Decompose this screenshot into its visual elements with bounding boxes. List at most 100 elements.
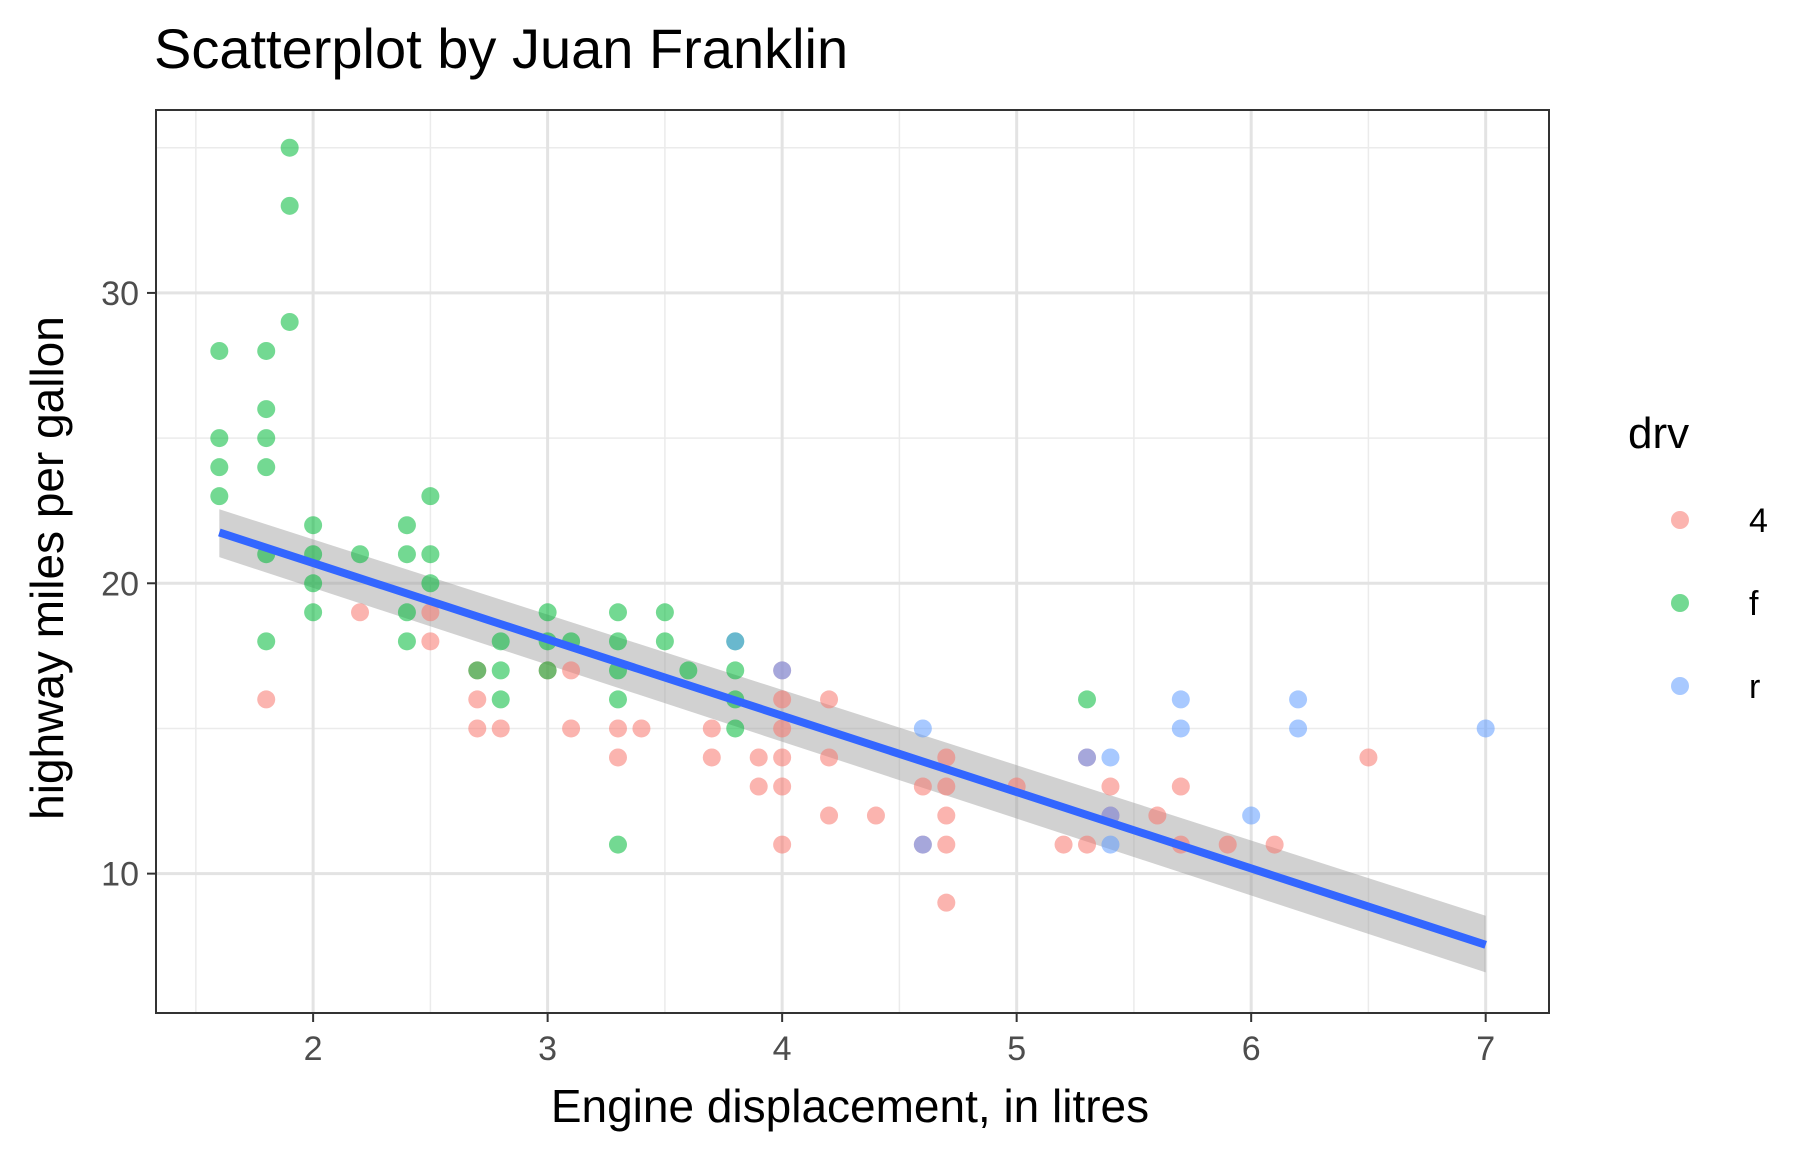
- major-gridlines: [156, 110, 1549, 1013]
- data-point-f: [397, 603, 416, 622]
- y-axis-title: highway miles per gallon: [21, 316, 73, 820]
- x-tick-label: 7: [1476, 1030, 1495, 1068]
- data-point-4: [1265, 835, 1284, 854]
- data-point-4: [1148, 806, 1167, 825]
- data-point-4: [257, 690, 276, 709]
- data-point-4: [866, 806, 885, 825]
- data-point-4: [749, 748, 768, 767]
- data-point-f: [397, 516, 416, 535]
- x-tick-label: 3: [538, 1030, 557, 1068]
- x-axis-ticks: 2 3 4 5 6 7: [304, 1013, 1495, 1068]
- data-point-r: [1476, 719, 1495, 738]
- data-point-f: [491, 661, 510, 680]
- legend-key-4: [1671, 511, 1689, 529]
- data-point-f: [257, 458, 276, 477]
- data-point-f: [421, 487, 440, 506]
- data-point-f: [304, 603, 323, 622]
- data-point-4: [1171, 777, 1190, 796]
- data-point-f: [304, 574, 323, 593]
- legend-entries: 4 f r: [1671, 502, 1768, 706]
- data-point-f: [280, 138, 299, 157]
- data-point-4: [421, 603, 440, 622]
- data-point-r: [913, 719, 932, 738]
- data-point-r: [1289, 690, 1308, 709]
- data-point-4: [773, 777, 792, 796]
- data-point-4: [749, 777, 768, 796]
- data-point-4: [702, 719, 721, 738]
- data-point-4: [773, 748, 792, 767]
- data-point-4: [937, 893, 956, 912]
- data-point-f: [397, 545, 416, 564]
- data-point-4: [421, 632, 440, 651]
- data-point-r: [1101, 835, 1120, 854]
- legend-label: f: [1749, 585, 1759, 623]
- data-point-r: [1289, 719, 1308, 738]
- data-point-4: [937, 748, 956, 767]
- y-tick-label: 30: [101, 275, 139, 313]
- data-point-4: [702, 748, 721, 767]
- data-point-4: [937, 806, 956, 825]
- data-point-f: [608, 632, 627, 651]
- data-point-r: [1171, 719, 1190, 738]
- data-point-r: [726, 632, 745, 651]
- data-point-f: [280, 196, 299, 215]
- data-point-f: [726, 719, 745, 738]
- data-point-f: [257, 341, 276, 360]
- data-point-4: [820, 806, 839, 825]
- data-point-f: [655, 632, 674, 651]
- data-point-f: [538, 603, 557, 622]
- y-tick-label: 10: [101, 856, 139, 894]
- data-point-f: [210, 341, 229, 360]
- minor-gridlines: [156, 110, 1549, 1013]
- data-point-f: [1078, 690, 1097, 709]
- x-tick-label: 4: [773, 1030, 792, 1068]
- data-point-r: [1171, 690, 1190, 709]
- data-point-f: [280, 312, 299, 331]
- data-point-4: [1218, 835, 1237, 854]
- data-point-4: [773, 690, 792, 709]
- data-point-r: [773, 661, 792, 680]
- data-point-r: [1101, 748, 1120, 767]
- data-point-4: [491, 719, 510, 738]
- data-point-f: [257, 400, 276, 419]
- data-point-f: [679, 661, 698, 680]
- data-point-4: [773, 835, 792, 854]
- data-point-4: [1054, 835, 1073, 854]
- data-point-f: [210, 429, 229, 448]
- legend-label: 4: [1749, 502, 1768, 540]
- data-point-4: [1359, 748, 1378, 767]
- y-axis-ticks: 10 20 30: [101, 275, 156, 894]
- legend-label: r: [1749, 668, 1760, 706]
- data-point-f: [726, 661, 745, 680]
- data-point-4: [608, 748, 627, 767]
- data-point-r: [1078, 748, 1097, 767]
- data-point-4: [468, 690, 487, 709]
- data-point-r: [1242, 806, 1261, 825]
- data-point-f: [304, 516, 323, 535]
- data-point-r: [913, 835, 932, 854]
- plot-panel-border: [155, 109, 1550, 1014]
- x-tick-label: 6: [1242, 1030, 1261, 1068]
- data-point-4: [562, 661, 581, 680]
- regression-line: [218, 528, 1487, 949]
- data-point-4: [468, 719, 487, 738]
- data-points-layer: [210, 138, 1495, 912]
- data-point-4: [773, 719, 792, 738]
- legend-title: drv: [1628, 409, 1689, 458]
- data-point-4: [1078, 835, 1097, 854]
- data-point-f: [538, 661, 557, 680]
- data-point-f: [491, 632, 510, 651]
- data-point-4: [937, 835, 956, 854]
- data-point-4: [820, 690, 839, 709]
- data-point-f: [468, 661, 487, 680]
- data-point-f: [257, 429, 276, 448]
- data-point-4: [562, 719, 581, 738]
- legend: drv 4 f r: [1628, 409, 1768, 706]
- data-point-f: [421, 545, 440, 564]
- data-point-f: [608, 603, 627, 622]
- legend-key-f: [1671, 594, 1689, 612]
- legend-key-r: [1671, 677, 1689, 695]
- data-point-f: [608, 690, 627, 709]
- data-point-f: [210, 458, 229, 477]
